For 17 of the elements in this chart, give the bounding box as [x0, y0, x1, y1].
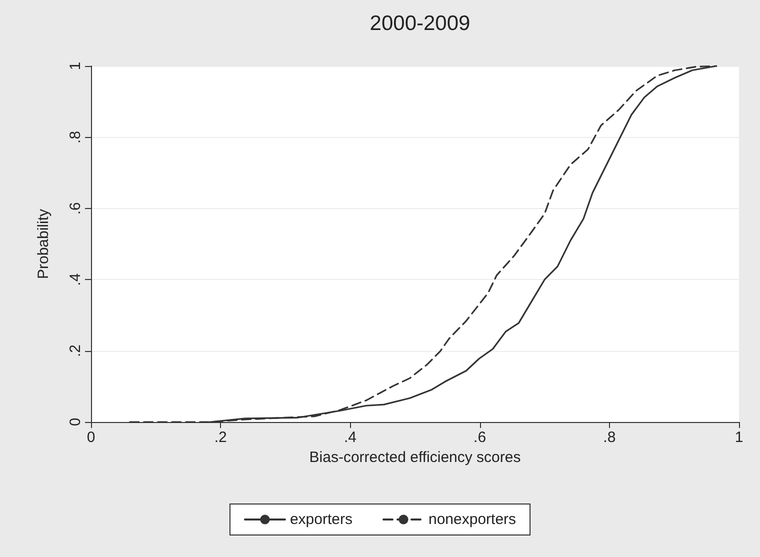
x-axis-title: Bias-corrected efficiency scores	[309, 449, 521, 466]
x-tick-label: .6	[474, 429, 486, 446]
x-tick-label: 1	[734, 429, 744, 446]
y-axis-title: Probability	[35, 208, 52, 280]
x-tick-label: .2	[214, 429, 227, 446]
y-tick-label: .4	[67, 273, 84, 286]
y-tick-label: 1	[67, 62, 84, 70]
y-tick-label: 0	[67, 418, 84, 426]
chart-title: 2000-2009	[370, 12, 470, 35]
x-tick-label: 0	[86, 429, 96, 446]
y-tick-label: .6	[67, 202, 84, 215]
y-tick-label: .2	[67, 344, 84, 358]
x-tick-label: .8	[603, 429, 616, 446]
legend-label: nonexporters	[428, 511, 516, 528]
legend-label: exporters	[290, 511, 352, 528]
y-tick-label: .8	[67, 130, 84, 144]
x-tick-label: .4	[344, 429, 356, 446]
